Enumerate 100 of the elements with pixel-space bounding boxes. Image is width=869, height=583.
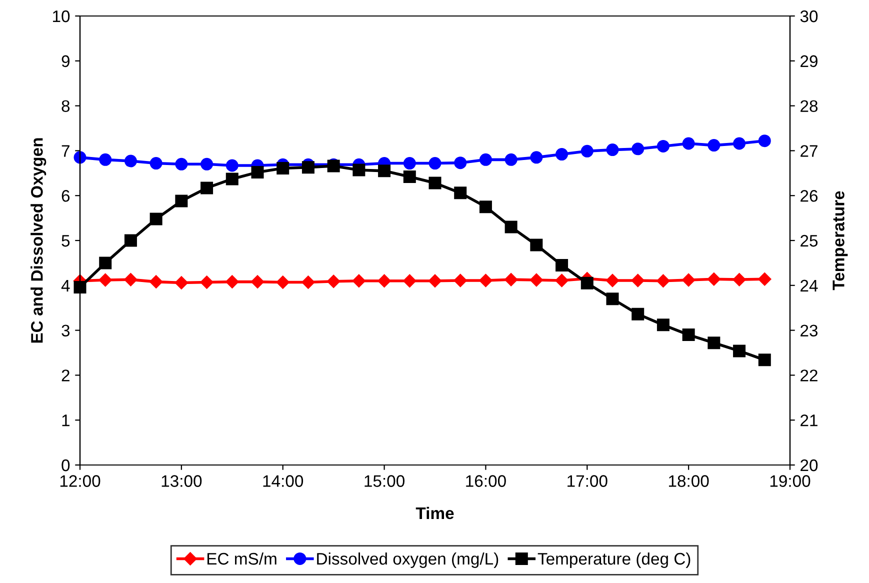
point (556, 148, 568, 161)
point (479, 274, 492, 288)
point (428, 157, 442, 170)
legend-label: Temperature (deg C) (538, 552, 690, 568)
point (708, 336, 720, 350)
y-tick-label: 0 (62, 459, 70, 472)
y-tick-label: 4 (61, 280, 70, 292)
point (99, 256, 112, 270)
point (530, 238, 543, 252)
legend-label: EC mS/m (207, 552, 276, 565)
point (556, 258, 568, 272)
point (98, 273, 112, 287)
point (74, 151, 86, 164)
x-tick-label: 15:00 (364, 475, 404, 487)
x-tick-label: 18:00 (668, 475, 709, 487)
point (682, 137, 695, 150)
y2-tick-label: 28 (800, 100, 818, 112)
point (454, 274, 467, 288)
point (403, 170, 416, 183)
point (504, 220, 518, 234)
point (150, 157, 162, 170)
point (175, 194, 188, 208)
y2-tick-label: 27 (800, 145, 818, 157)
point (682, 273, 696, 287)
point (758, 272, 772, 286)
point (428, 274, 442, 288)
y2-tick-label: 24 (800, 280, 818, 292)
point (555, 274, 568, 288)
point (149, 275, 163, 288)
point (733, 344, 746, 358)
point (200, 158, 214, 170)
point (479, 200, 492, 214)
point (226, 275, 239, 288)
point (708, 139, 720, 152)
y-tick-label: 7 (62, 145, 70, 157)
y2-tick-label: 23 (800, 324, 818, 337)
point (504, 272, 518, 286)
point (378, 274, 391, 288)
point (226, 159, 238, 172)
point (454, 186, 467, 200)
point (250, 275, 264, 288)
point (758, 354, 771, 366)
point (74, 280, 86, 294)
point (326, 274, 340, 288)
point (174, 276, 188, 290)
y-tick-label: 9 (62, 55, 70, 68)
point (124, 272, 138, 286)
point (276, 162, 290, 174)
point (682, 328, 695, 342)
point (631, 274, 644, 288)
point (403, 274, 416, 288)
point (530, 151, 543, 164)
point (656, 274, 670, 288)
point (124, 234, 137, 247)
point (530, 273, 544, 287)
y-tick-label: 6 (62, 190, 70, 202)
y2-tick-label: 21 (800, 414, 818, 426)
point (606, 144, 619, 156)
point (454, 156, 467, 170)
point (479, 153, 492, 166)
point (124, 154, 137, 168)
x-axis-title: Time (416, 506, 454, 520)
point (99, 153, 112, 166)
point (733, 137, 746, 150)
y2-tick-label: 22 (800, 370, 818, 382)
point (352, 274, 366, 288)
y-axis-title: EC and Dissolved Oxygen (30, 138, 46, 343)
x-tick-label: 17:00 (568, 475, 608, 487)
point (580, 276, 594, 290)
x-tick-label: 16:00 (466, 475, 506, 487)
x-tick-label: 13:00 (162, 475, 202, 487)
point (504, 153, 518, 166)
y2-tick-label: 25 (800, 234, 818, 247)
y-tick-label: 2 (62, 370, 70, 382)
point (632, 308, 644, 320)
point (606, 274, 620, 288)
y2-tick-label: 26 (800, 190, 818, 202)
point (200, 182, 214, 194)
point (175, 158, 188, 170)
point (200, 276, 214, 289)
point (656, 318, 670, 332)
y-tick-label: 8 (62, 100, 70, 112)
y2-tick-label: 29 (800, 55, 818, 68)
y-tick-label: 5 (62, 235, 70, 247)
point (632, 142, 644, 156)
point (302, 161, 314, 174)
point (352, 164, 366, 176)
point (302, 276, 315, 289)
x-tick-label: 19:00 (770, 475, 810, 487)
point (226, 172, 238, 186)
point (150, 212, 162, 226)
point (403, 157, 416, 170)
y2-axis-title: Temperature (832, 191, 848, 290)
point (251, 166, 264, 178)
point (378, 164, 391, 178)
x-tick-label: 14:00 (263, 475, 304, 487)
point (758, 134, 771, 148)
point (732, 272, 746, 286)
point (428, 176, 442, 190)
point (606, 292, 619, 306)
